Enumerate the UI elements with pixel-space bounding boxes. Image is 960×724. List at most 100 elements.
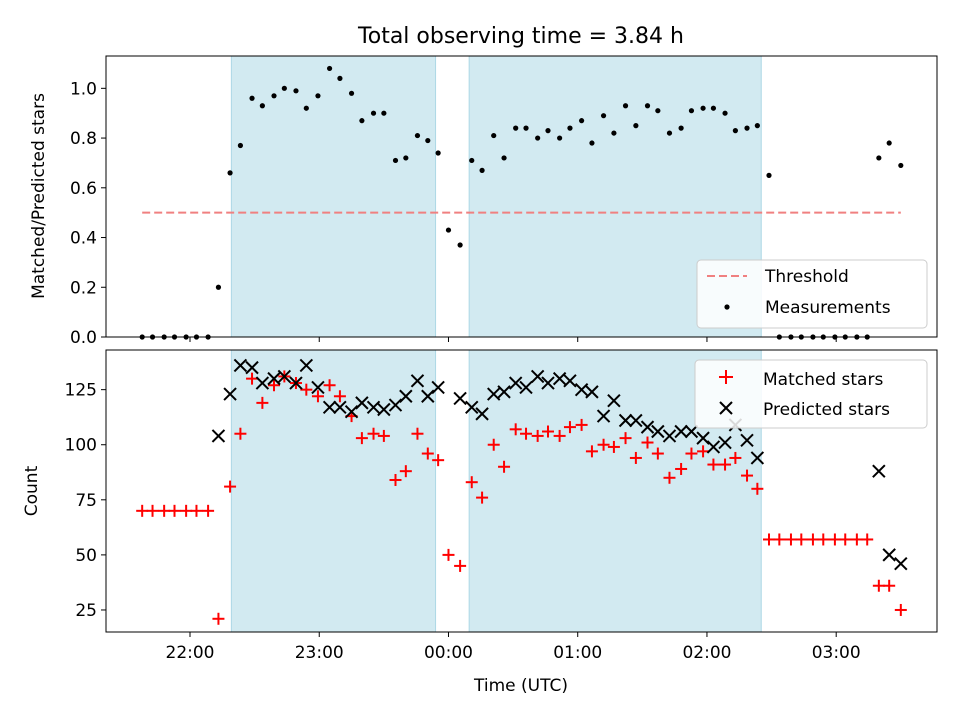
- y-tick-label: 0.0: [70, 328, 97, 348]
- measurement-point: [700, 105, 706, 111]
- matched-star-point: [729, 451, 742, 464]
- x-tick-label: 22:00: [166, 643, 215, 663]
- measurement-point: [898, 162, 904, 169]
- matched-star-point: [202, 504, 215, 517]
- predicted-star-point: [289, 376, 303, 390]
- y-tick-label: 25: [75, 601, 97, 621]
- threshold-legend-label: Threshold: [764, 267, 849, 287]
- matched-star-point: [190, 504, 203, 517]
- measurement-point: [622, 103, 629, 109]
- bottom-legend: Matched stars Predicted stars: [694, 359, 928, 429]
- top-panel: 0.0 0.2 0.4 0.6 0.8 1.0 Matched/Predicted sta…: [29, 55, 938, 348]
- measurements-legend-label: Measurements: [765, 298, 891, 318]
- y-tick-label: 75: [75, 491, 97, 511]
- measurement-point: [754, 123, 760, 129]
- y-tick-label: 50: [75, 546, 97, 566]
- measurement-point: [501, 155, 507, 161]
- predicted-star-point: [333, 400, 347, 414]
- predicted-star-point: [431, 380, 445, 395]
- predicted-star-point: [277, 369, 292, 384]
- predicted-star-point: [563, 374, 577, 388]
- matched-star-point: [839, 533, 852, 546]
- x-axis-label: Time (UTC): [473, 676, 568, 696]
- measurement-point: [249, 95, 255, 101]
- matched-star-point: [563, 421, 576, 434]
- matched-star-point: [389, 473, 402, 486]
- measurement-point: [644, 103, 651, 109]
- matched-star-point: [136, 504, 149, 517]
- measurement-point: [457, 242, 463, 248]
- measurement-point: [381, 110, 387, 116]
- measurement-point: [567, 125, 573, 131]
- measurement-point: [281, 85, 287, 91]
- predicted-star-point: [267, 371, 281, 386]
- observing-interval-span: [230, 349, 437, 633]
- matched-star-point: [894, 603, 907, 616]
- measurement-point: [359, 118, 365, 124]
- bottom-legend-box: [694, 359, 928, 429]
- top-ylabel: Matched/Predicted stars: [29, 93, 49, 299]
- predicted-star-point: [662, 429, 677, 443]
- matched-star-point: [168, 504, 181, 517]
- matched-star-point: [377, 429, 390, 442]
- predicted-star-point: [487, 387, 501, 401]
- matched-star-point: [146, 504, 159, 517]
- predicted-star-point: [299, 358, 314, 373]
- matched-star-point: [651, 447, 664, 460]
- matched-star-point: [531, 429, 544, 442]
- measurement-point: [392, 157, 399, 164]
- predicted-star-point: [366, 400, 381, 414]
- measurement-point: [303, 105, 309, 111]
- predicted-star-point: [740, 433, 754, 448]
- measurement-point: [655, 108, 661, 114]
- chart-title: Total observing time = 3.84 h: [357, 24, 684, 49]
- matched-star-point: [575, 418, 588, 431]
- predicted-star-point: [465, 400, 479, 414]
- predicted-star-point: [574, 382, 589, 397]
- predicted-star-point: [640, 420, 655, 434]
- matched-star-point: [685, 447, 698, 460]
- matched-star-point: [465, 476, 478, 489]
- predicted-star-point: [399, 389, 413, 403]
- measurement-point: [678, 125, 684, 131]
- matched-star-point: [585, 445, 598, 458]
- bottom-axes-frame: [105, 349, 938, 633]
- matched-star-point: [367, 427, 380, 440]
- predicted-star-point: [519, 380, 533, 395]
- matched-star-point: [707, 458, 720, 471]
- matched-star-point: [268, 379, 281, 392]
- measurement-point: [315, 93, 321, 99]
- predicted-star-point: [410, 374, 425, 388]
- predicted-star-point: [421, 389, 435, 403]
- predicted-star-point: [674, 424, 688, 439]
- x-tick-label: 00:00: [424, 643, 473, 663]
- predicted-star-point: [497, 385, 511, 399]
- predicted-star-point: [245, 360, 259, 375]
- bottom-panel: 25 50 75 100 125 22:00 23:00 00:00 01:00 02:00 03…: [22, 349, 938, 696]
- matched-star-point: [773, 533, 786, 546]
- matched-star-point: [828, 533, 841, 546]
- measurement-point: [600, 113, 607, 119]
- predicted-star-point: [894, 556, 908, 571]
- matched-star-point: [399, 465, 412, 478]
- matched-star-point: [454, 559, 467, 572]
- measurement-point: [337, 75, 343, 81]
- measurement-point: [886, 140, 892, 146]
- measurement-point: [445, 227, 452, 233]
- x-tick-label: 23:00: [295, 643, 344, 663]
- measurement-point: [271, 93, 277, 99]
- predicted-star-point: [344, 404, 359, 419]
- matched-star-point: [323, 379, 336, 392]
- matched-star-point: [817, 533, 830, 546]
- predicted-star-point: [355, 396, 369, 410]
- measurement-point: [557, 135, 563, 141]
- measurement-point: [491, 132, 497, 139]
- y-tick-label: 0.8: [70, 129, 97, 149]
- matched-star-point: [333, 390, 346, 403]
- matched-star-point: [498, 460, 511, 473]
- matched-legend-label: Matched stars: [763, 370, 883, 390]
- measurement-point: [414, 132, 421, 139]
- predicted-star-point: [377, 402, 391, 417]
- bottom-ylabel: Count: [22, 465, 42, 516]
